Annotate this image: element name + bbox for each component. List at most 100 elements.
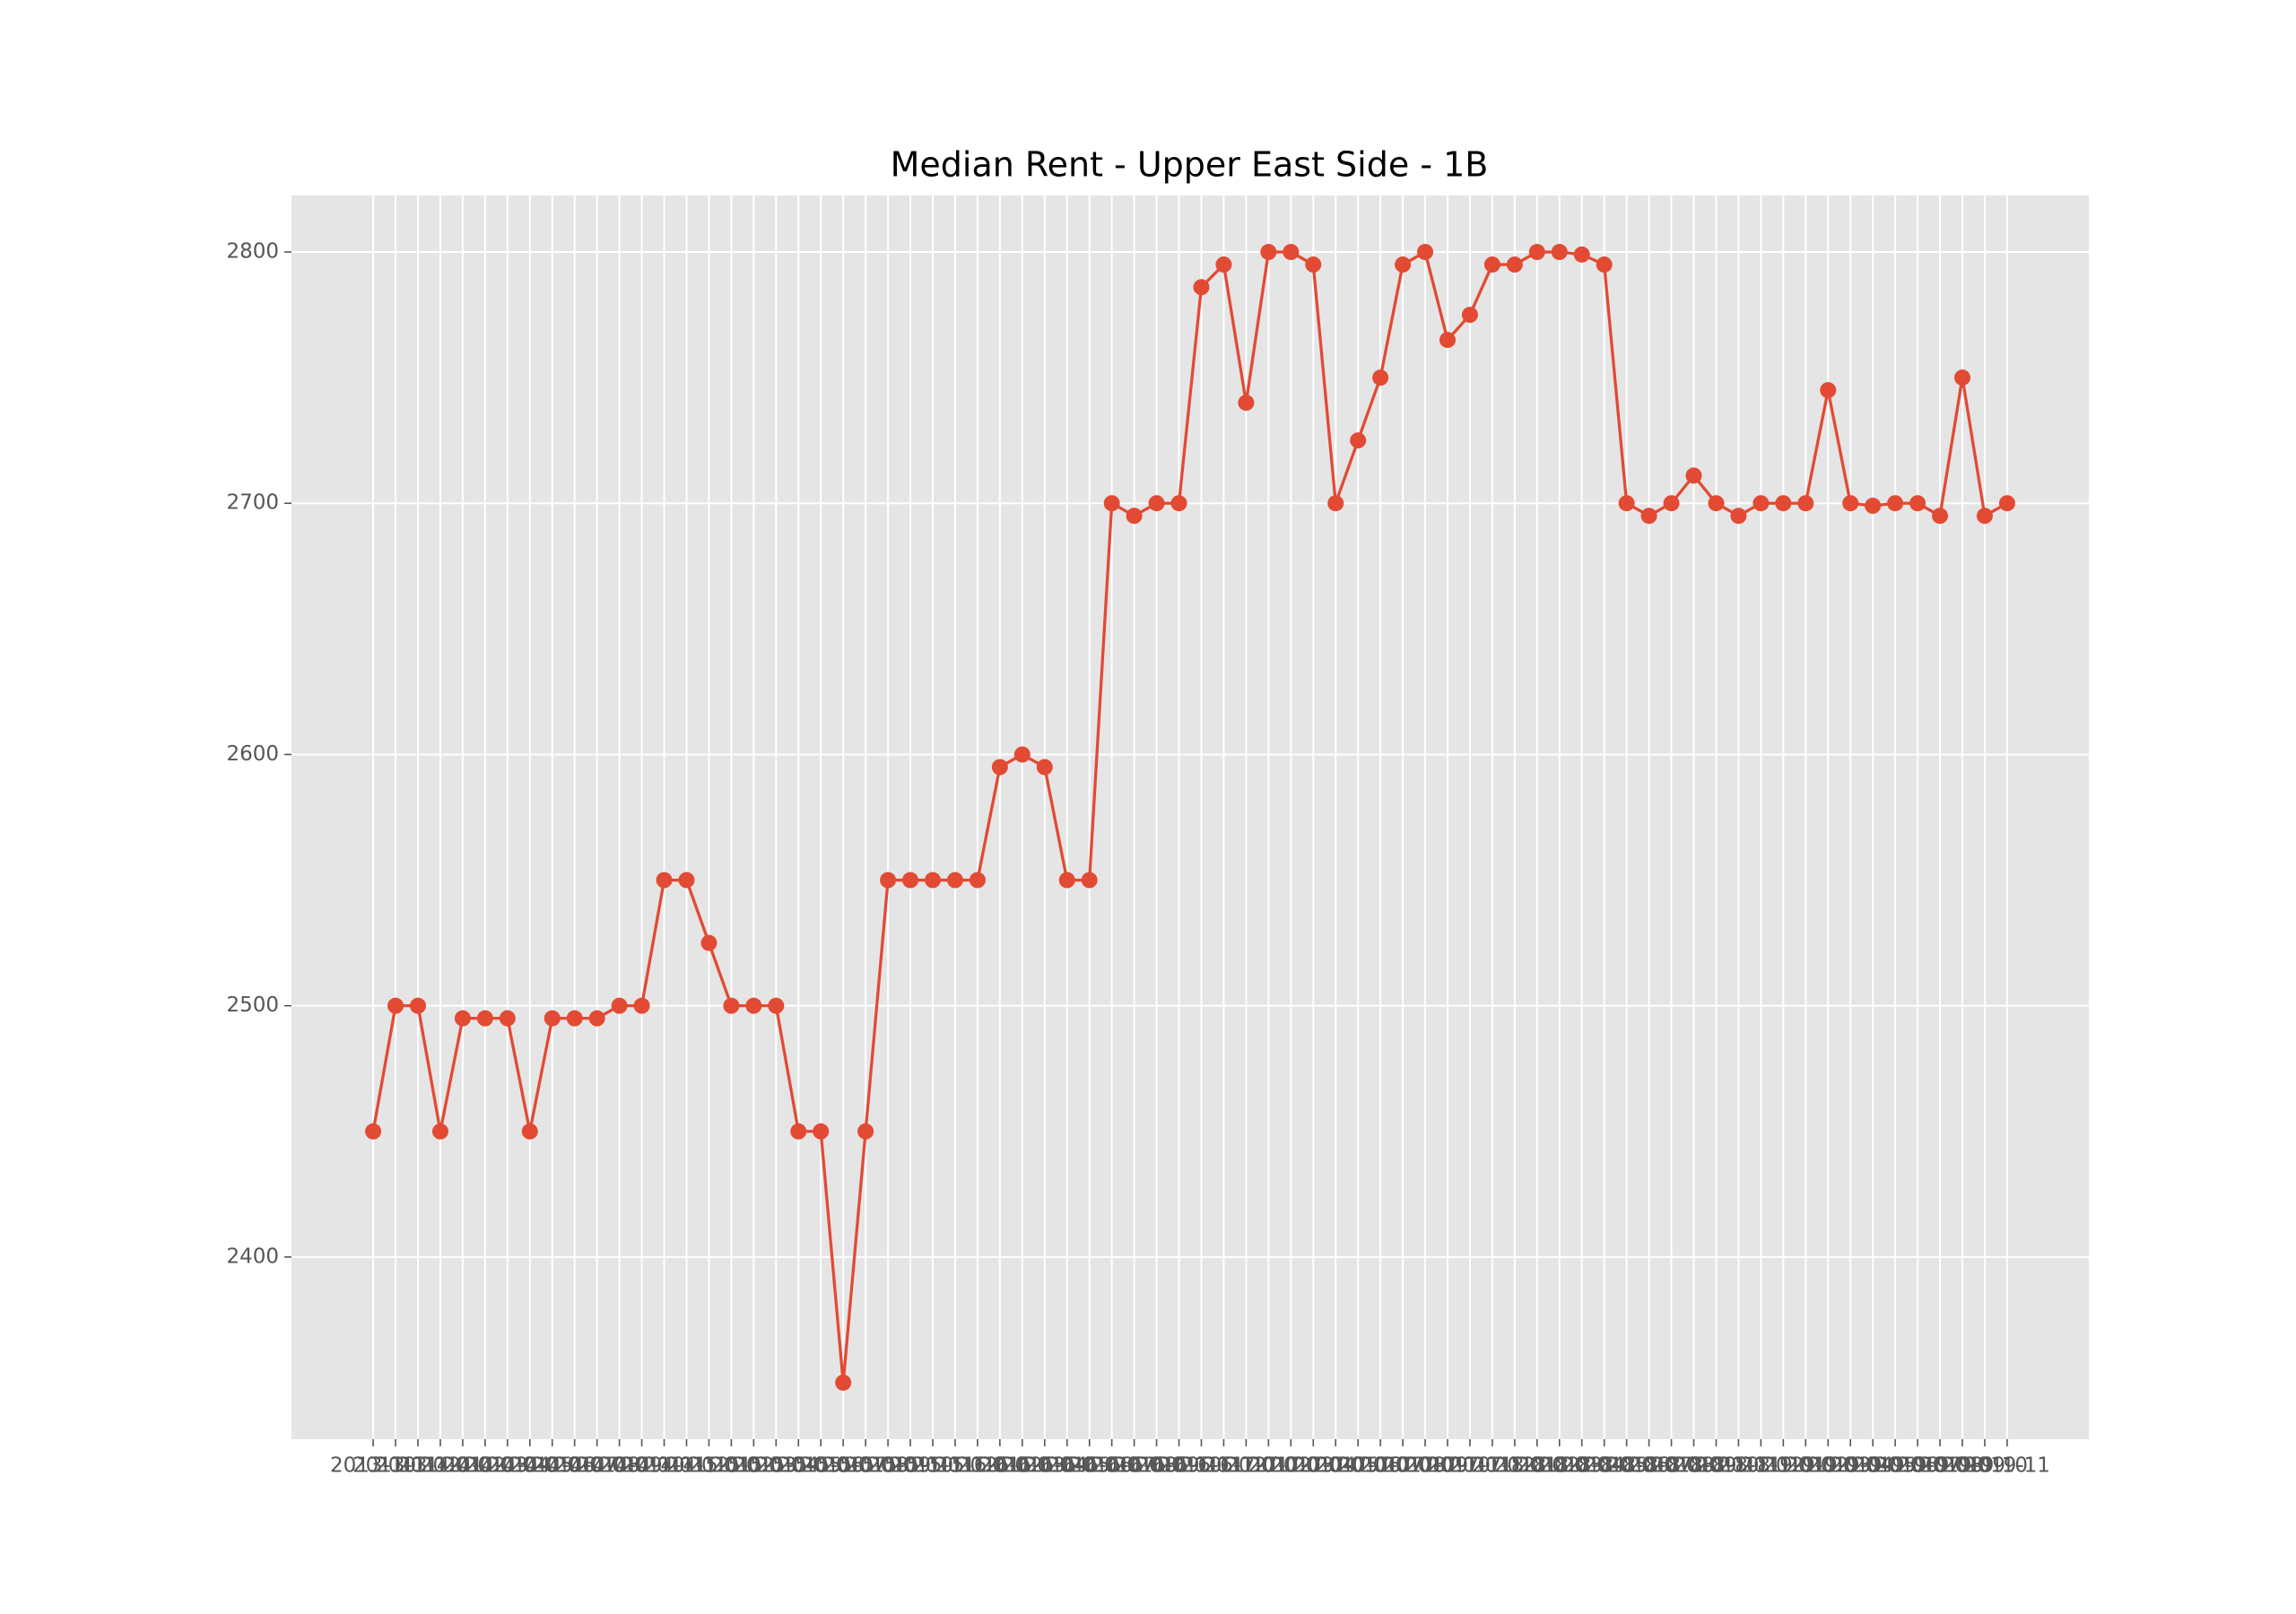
point	[1013, 746, 1031, 763]
point	[1283, 244, 1300, 261]
point	[1842, 495, 1859, 512]
point	[813, 1123, 830, 1140]
y-tick-label: 2500	[226, 994, 279, 1017]
point	[1820, 382, 1837, 399]
point	[1081, 872, 1098, 889]
point	[768, 997, 785, 1014]
point	[387, 997, 404, 1014]
point	[1193, 279, 1210, 296]
x-tick-label: 2013-12	[375, 1454, 461, 1478]
chart-title: Median Rent - Upper East Side - 1B	[891, 145, 1489, 185]
point	[410, 997, 427, 1014]
point	[431, 1123, 448, 1140]
x-tick-label: 2015-02	[688, 1454, 774, 1478]
x-tick-label: 2017-06	[1315, 1454, 1401, 1478]
point	[857, 1123, 874, 1140]
x-tick-label: 2016-11	[1158, 1454, 1244, 1478]
point	[1215, 256, 1232, 273]
x-tick-label: 2016-12	[1180, 1454, 1266, 1478]
point	[1148, 495, 1165, 512]
point	[1238, 395, 1255, 412]
point	[925, 872, 942, 889]
x-tick-label: 2016-04	[1002, 1454, 1088, 1478]
x-tick-label: 2015-09	[845, 1454, 931, 1478]
point	[1618, 495, 1635, 512]
x-tick-label: 2017-04	[1270, 1454, 1356, 1478]
x-tick-label: 2014-11	[621, 1454, 707, 1478]
point	[1976, 508, 1993, 525]
x-tick-label: 2015-01	[665, 1454, 752, 1478]
x-tick-label: 2018-08	[1629, 1454, 1715, 1478]
x-tick-label: 2018-11	[1695, 1454, 1781, 1478]
x-tick-label: 2018-12	[1718, 1454, 1804, 1478]
point	[1865, 498, 1882, 515]
x-tick-label: 2019-04	[1807, 1454, 1893, 1478]
x-tick-label: 2018-05	[1561, 1454, 1648, 1478]
point	[745, 997, 762, 1014]
x-tick-label: 2019-09	[1919, 1454, 2005, 1478]
x-tick-label: 2019-07	[1874, 1454, 1961, 1478]
x-tick-label: 2019-06	[1852, 1454, 1938, 1478]
x-tick-label: 2018-10	[1673, 1454, 1759, 1478]
point	[544, 1010, 561, 1027]
x-tick-label: 2017-03	[1248, 1454, 1334, 1478]
x-tick-label: 2016-05	[1024, 1454, 1110, 1478]
point	[1775, 495, 1792, 512]
x-tick-label: 2014-01	[397, 1454, 483, 1478]
x-tick-label: 2015-12	[912, 1454, 998, 1478]
x-tick-label: 2017-01	[1203, 1454, 1289, 1478]
x-tick-label: 2014-08	[554, 1454, 640, 1478]
point	[1663, 495, 1680, 512]
x-tick-label: 2017-07	[1337, 1454, 1423, 1478]
x-tick-label: 2015-05	[755, 1454, 841, 1478]
point	[521, 1123, 538, 1140]
x-tick-label: 2015-08	[822, 1454, 909, 1478]
point	[1058, 872, 1075, 889]
x-tick-label: 2015-11	[890, 1454, 976, 1478]
x-tick-label: 2014-12	[643, 1454, 729, 1478]
x-tick-label: 2014-04	[465, 1454, 551, 1478]
x-tick-label: 2018-03	[1517, 1454, 1603, 1478]
x-tick-label: 2013-10	[330, 1454, 416, 1478]
x-tick-label: 2014-02	[420, 1454, 506, 1478]
x-tick-label: 2017-11	[1427, 1454, 1513, 1478]
point	[678, 872, 695, 889]
point	[656, 872, 673, 889]
x-tick-label: 2016-01	[935, 1454, 1021, 1478]
x-tick-label: 2019-05	[1830, 1454, 1916, 1478]
x-tick-label: 2016-09	[1114, 1454, 1200, 1478]
x-tick-label: 2019-11	[1964, 1454, 2050, 1478]
point	[1797, 495, 1814, 512]
point	[1327, 495, 1344, 512]
x-tick-label: 2017-09	[1382, 1454, 1468, 1478]
point	[723, 997, 740, 1014]
point	[1953, 369, 1970, 386]
x-tick-label: 2015-03	[710, 1454, 796, 1478]
x-tick-label: 2014-07	[532, 1454, 618, 1478]
point	[880, 872, 897, 889]
x-tick-label: 2017-08	[1360, 1454, 1446, 1478]
point	[946, 872, 963, 889]
x-tick-label: 2016-06	[1047, 1454, 1133, 1478]
x-tick-label: 2018-04	[1539, 1454, 1625, 1478]
y-tick-label: 2700	[226, 491, 279, 515]
point	[499, 1010, 516, 1027]
y-tick-label: 2600	[226, 742, 279, 766]
point	[969, 872, 986, 889]
x-tick-label: 2015-04	[733, 1454, 819, 1478]
point	[1551, 244, 1568, 261]
point	[1395, 256, 1412, 273]
point	[1932, 508, 1949, 525]
y-tick-label: 2400	[226, 1245, 279, 1268]
point	[1170, 495, 1187, 512]
point	[566, 1010, 583, 1027]
point	[991, 759, 1008, 776]
point	[1461, 307, 1478, 324]
point	[1305, 256, 1322, 273]
point	[902, 872, 919, 889]
point	[1483, 256, 1500, 273]
point	[1036, 759, 1053, 776]
point	[1126, 508, 1143, 525]
point	[790, 1123, 807, 1140]
